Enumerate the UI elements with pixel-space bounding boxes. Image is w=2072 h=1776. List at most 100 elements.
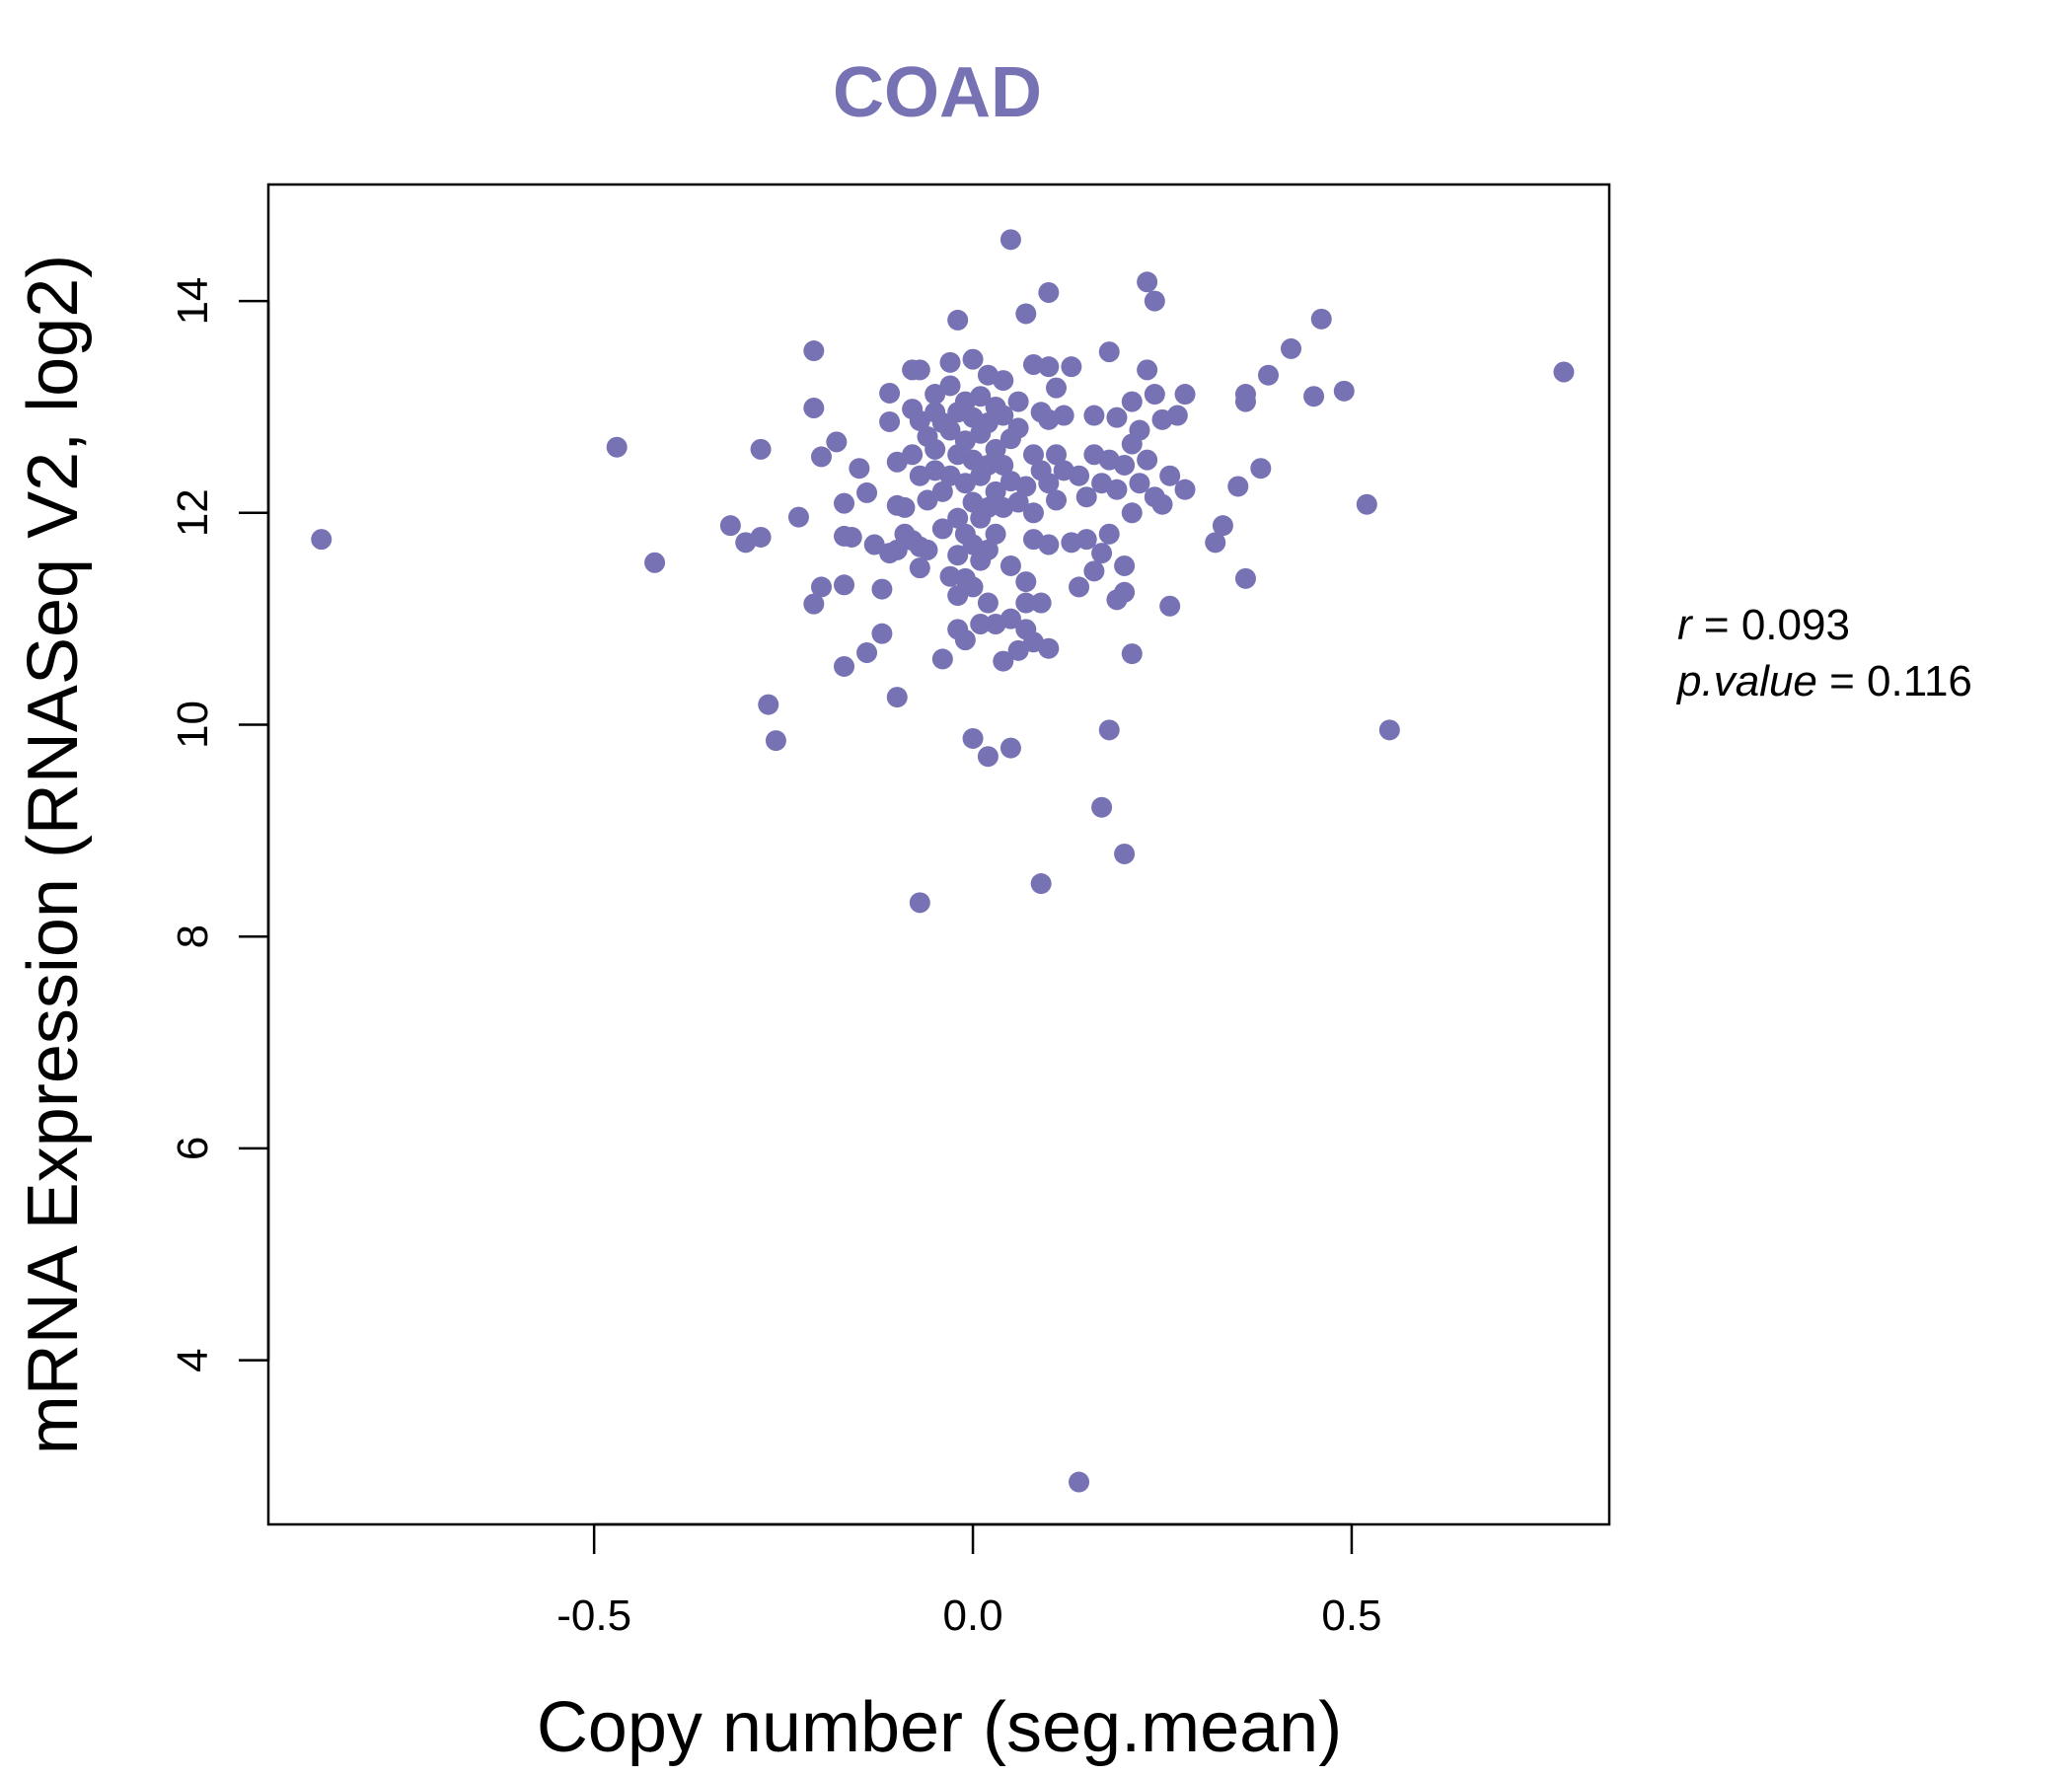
data-point xyxy=(962,727,984,749)
data-point xyxy=(909,892,930,914)
data-points xyxy=(311,229,1575,1493)
stat-r-label: r xyxy=(1677,601,1694,649)
data-point xyxy=(1007,391,1029,412)
data-point xyxy=(863,534,885,555)
data-point xyxy=(1114,843,1136,864)
data-point xyxy=(871,578,893,600)
data-point xyxy=(1159,465,1181,486)
data-point xyxy=(886,687,908,708)
data-point xyxy=(1121,502,1143,524)
data-point xyxy=(834,492,855,514)
data-point xyxy=(917,539,938,560)
data-point xyxy=(1553,361,1575,383)
data-point xyxy=(931,648,953,670)
chart-title: COAD xyxy=(833,53,1042,132)
x-tick-label: -0.5 xyxy=(556,1591,631,1640)
data-point xyxy=(1061,356,1082,378)
data-point xyxy=(1069,465,1090,486)
data-point xyxy=(1098,719,1120,741)
data-point xyxy=(758,694,779,715)
data-point xyxy=(1378,719,1400,741)
data-point xyxy=(1098,523,1120,545)
data-point xyxy=(1053,405,1074,426)
data-point xyxy=(765,730,786,752)
data-point xyxy=(970,386,992,407)
data-point xyxy=(879,410,901,432)
data-point xyxy=(1106,407,1128,428)
data-point xyxy=(947,507,969,529)
data-point xyxy=(993,405,1014,426)
data-point xyxy=(1281,337,1302,359)
stat-p: p.value = 0.116 xyxy=(1675,657,1972,705)
data-point xyxy=(1250,458,1272,480)
data-point xyxy=(1121,643,1143,665)
data-point xyxy=(1114,454,1136,476)
y-tick-label: 4 xyxy=(169,1348,217,1371)
data-point xyxy=(841,526,862,548)
data-point xyxy=(1022,353,1044,375)
data-point xyxy=(1310,308,1332,330)
data-point xyxy=(644,552,666,573)
data-point xyxy=(993,650,1014,672)
y-tick-label: 12 xyxy=(169,488,217,537)
data-point xyxy=(1137,359,1158,381)
data-point xyxy=(1144,290,1165,312)
x-tick-label: 0.0 xyxy=(942,1591,1002,1640)
stat-r-value: 0.093 xyxy=(1741,601,1850,649)
data-point xyxy=(931,518,953,540)
data-point xyxy=(999,229,1021,251)
data-point xyxy=(311,529,333,551)
x-tick-label: 0.5 xyxy=(1321,1591,1381,1640)
data-point xyxy=(1159,595,1181,617)
data-point xyxy=(1046,489,1068,511)
data-point xyxy=(826,431,848,453)
data-point xyxy=(1030,873,1052,895)
data-point xyxy=(1144,384,1165,406)
data-point xyxy=(1174,384,1196,406)
data-point xyxy=(1083,405,1105,426)
data-point xyxy=(1212,515,1233,537)
data-point xyxy=(1174,479,1196,500)
data-point xyxy=(1091,543,1113,564)
data-point xyxy=(962,348,984,370)
data-point xyxy=(909,557,930,579)
data-point xyxy=(1333,380,1355,402)
x-axis: -0.5 0.0 0.5 xyxy=(556,1522,1382,1640)
data-point xyxy=(1098,341,1120,363)
data-point xyxy=(856,641,878,663)
data-point xyxy=(1137,449,1158,471)
data-point xyxy=(834,574,855,596)
data-point xyxy=(970,614,992,635)
data-point xyxy=(1257,364,1279,386)
data-point xyxy=(999,608,1021,629)
data-point xyxy=(1091,796,1113,818)
data-point xyxy=(1075,529,1097,551)
data-point xyxy=(1038,534,1060,555)
data-point xyxy=(947,585,969,607)
data-point xyxy=(1038,637,1060,659)
data-point xyxy=(750,526,772,548)
data-point xyxy=(1205,532,1226,554)
data-point xyxy=(849,458,870,480)
data-point xyxy=(925,384,946,406)
data-point xyxy=(954,629,976,651)
data-point xyxy=(977,539,999,560)
data-point xyxy=(810,446,832,468)
data-point xyxy=(1007,491,1029,513)
stat-p-value: 0.116 xyxy=(1867,657,1972,705)
data-point xyxy=(1121,391,1143,412)
data-point xyxy=(909,359,930,381)
data-point xyxy=(1030,592,1052,614)
data-point xyxy=(947,545,969,566)
data-point xyxy=(810,576,832,598)
data-point xyxy=(1038,473,1060,494)
data-point xyxy=(879,382,901,404)
data-point xyxy=(803,398,825,419)
data-point xyxy=(1356,493,1377,515)
data-point xyxy=(925,438,946,460)
data-point xyxy=(1303,386,1325,407)
y-tick-label: 14 xyxy=(169,277,217,326)
data-point xyxy=(750,438,772,460)
data-point xyxy=(977,592,999,614)
data-point xyxy=(1038,281,1060,303)
